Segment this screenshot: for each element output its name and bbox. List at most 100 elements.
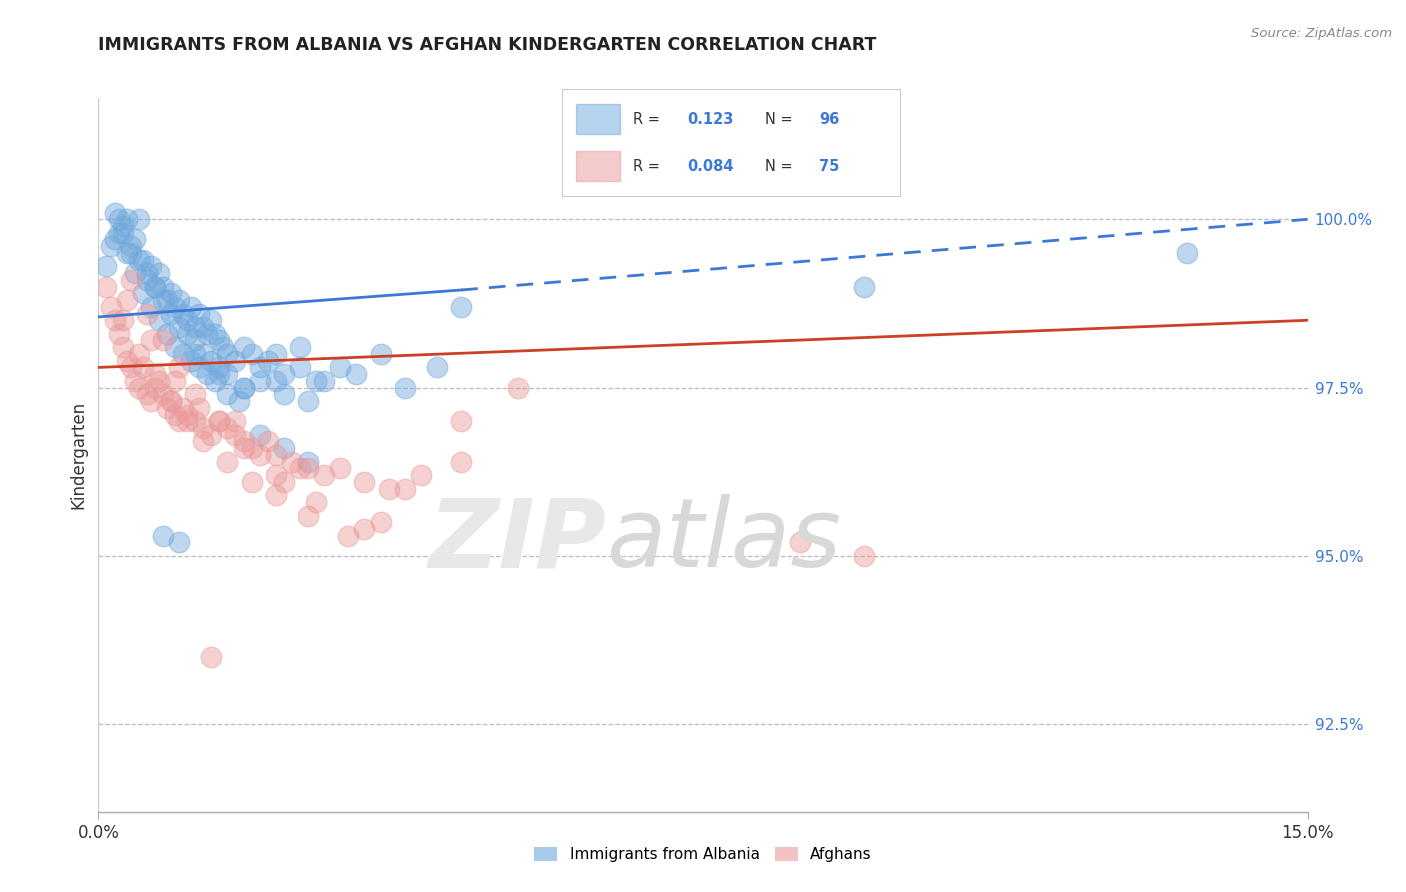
Point (314, 374, 336, 388)
Point (273, 367, 295, 381)
Point (156, 293, 179, 307)
Point (96, 260, 118, 274)
Point (143, 279, 166, 293)
Point (297, 461, 319, 475)
Point (288, 340, 311, 354)
Point (337, 529, 360, 543)
Point (103, 205, 125, 219)
Point (115, 246, 138, 260)
Point (329, 360, 352, 375)
Point (115, 353, 138, 368)
Text: 75: 75 (818, 159, 839, 174)
Point (115, 212, 138, 227)
Point (240, 475, 263, 489)
Point (273, 441, 295, 455)
Point (156, 401, 179, 415)
Point (143, 279, 166, 293)
Point (353, 475, 375, 489)
Point (217, 367, 239, 381)
Text: N =: N = (765, 159, 797, 174)
Point (139, 300, 162, 314)
Point (264, 448, 287, 462)
Point (128, 252, 150, 267)
Point (264, 488, 287, 502)
Point (249, 427, 271, 442)
Text: N =: N = (765, 112, 797, 127)
Point (120, 239, 142, 253)
Point (148, 313, 170, 327)
Point (96, 279, 118, 293)
Point (184, 320, 207, 334)
Point (208, 414, 231, 428)
Point (135, 307, 157, 321)
Point (132, 360, 155, 375)
Point (450, 414, 472, 428)
Point (107, 212, 129, 227)
Text: 0.084: 0.084 (688, 159, 734, 174)
Point (111, 313, 134, 327)
Point (176, 408, 198, 422)
Point (329, 461, 352, 475)
FancyBboxPatch shape (576, 152, 620, 181)
Point (506, 381, 529, 395)
Point (160, 286, 183, 301)
Point (200, 427, 222, 442)
Point (305, 374, 328, 388)
Point (195, 367, 218, 381)
Point (409, 468, 432, 483)
Point (135, 273, 157, 287)
Point (107, 326, 129, 341)
Point (188, 307, 211, 321)
Point (426, 360, 449, 375)
Point (193, 347, 215, 361)
Point (188, 360, 211, 375)
Point (305, 495, 328, 509)
Point (204, 326, 226, 341)
Point (224, 353, 246, 368)
Text: IMMIGRANTS FROM ALBANIA VS AFGHAN KINDERGARTEN CORRELATION CHART: IMMIGRANTS FROM ALBANIA VS AFGHAN KINDER… (98, 36, 877, 54)
FancyBboxPatch shape (576, 104, 620, 134)
Point (163, 408, 186, 422)
Point (240, 441, 263, 455)
Point (394, 482, 416, 496)
Point (184, 414, 207, 428)
Point (167, 414, 190, 428)
Text: R =: R = (633, 112, 665, 127)
Point (107, 226, 129, 240)
Point (152, 387, 174, 401)
Point (208, 334, 231, 348)
Point (240, 347, 263, 361)
Point (314, 468, 336, 483)
Point (450, 300, 472, 314)
Point (217, 421, 239, 435)
Point (370, 347, 392, 361)
Point (103, 313, 125, 327)
Point (297, 508, 319, 523)
Point (224, 414, 246, 428)
Point (172, 347, 194, 361)
Point (143, 367, 166, 381)
Point (450, 455, 472, 469)
Point (100, 300, 122, 314)
Point (160, 394, 183, 409)
Point (156, 326, 179, 341)
Point (176, 313, 198, 327)
Point (135, 387, 157, 401)
Point (249, 374, 271, 388)
Point (139, 334, 162, 348)
Text: atlas: atlas (606, 494, 841, 587)
Point (217, 387, 239, 401)
Point (195, 326, 218, 341)
Point (176, 414, 198, 428)
Point (152, 529, 174, 543)
Point (132, 252, 155, 267)
Text: 0.123: 0.123 (688, 112, 734, 127)
Point (264, 374, 287, 388)
Point (124, 232, 146, 246)
Point (111, 340, 134, 354)
Point (288, 461, 311, 475)
Point (120, 273, 142, 287)
Point (148, 266, 170, 280)
Point (249, 448, 271, 462)
Point (188, 401, 211, 415)
